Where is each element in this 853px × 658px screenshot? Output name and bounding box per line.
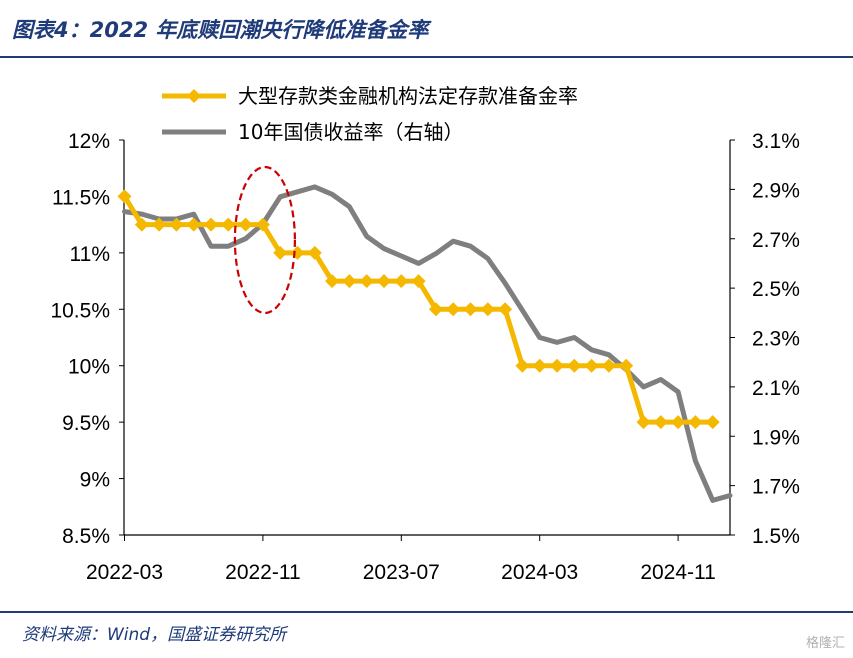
rrr-point [636,415,651,430]
x-tick-label: 2024-03 [501,561,578,584]
highlight-ellipse [233,165,296,315]
right-tick-label: 2.3% [752,328,800,351]
legend-label-yield: 10年国债收益率（右轴） [238,120,463,144]
left-tick-label: 11% [70,243,110,266]
x-tick-label: 2022-03 [86,561,163,584]
rrr-point [377,274,391,289]
rrr-point [550,358,564,373]
chart: 12% 11.5% 11% 10.5% 10% 9.5% 9% 8.5% 3.1% 2.9% 2.7… [50,84,800,584]
rrr-point [619,358,634,373]
rrr-point [186,217,201,232]
rrr-point [169,217,184,232]
rrr-point [134,217,149,232]
legend-label-rrr: 大型存款类金融机构法定存款准备金率 [238,84,578,108]
rrr-point [325,274,340,289]
rrr-point [117,189,132,204]
rrr-point [204,217,218,232]
left-tick-label: 11.5% [52,186,110,209]
x-tick-label: 2023-07 [363,561,440,584]
left-tick-label: 9% [80,469,110,492]
x-tick-label: 2024-11 [640,561,716,584]
rrr-point [307,245,322,260]
rrr-point [601,358,616,373]
rrr-point [498,302,513,317]
rrr-point [567,358,582,373]
right-tick-label: 1.7% [752,476,800,499]
rrr-point [238,217,253,232]
right-tick-label: 1.5% [752,525,800,548]
source-note: 资料来源：Wind，国盛证券研究所 [22,625,287,645]
footer-rule [0,611,853,613]
rrr-point [463,302,478,317]
rrr-point [273,245,288,260]
legend-marker-rrr [187,89,201,103]
series-line-rrr [122,195,713,425]
rrr-point [428,302,443,317]
x-tick-label: 2022-11 [225,561,301,584]
right-tick-label: 1.9% [752,426,800,449]
rrr-point [290,245,305,260]
rrr-point [671,415,686,430]
rrr-point [584,358,599,373]
right-tick-label: 2.1% [752,377,800,400]
rrr-point [411,274,426,289]
rrr-point [342,274,357,289]
rrr-point [255,217,270,232]
header-rule [0,56,853,58]
right-tick-label: 2.9% [752,179,800,202]
right-tick-label: 3.1% [752,130,800,153]
rrr-point [152,217,167,232]
rrr-point [532,358,547,373]
left-tick-label: 10.5% [50,299,110,322]
left-tick-label: 9.5% [62,412,110,435]
rrr-point [705,415,720,430]
rrr-point [221,217,236,232]
chart-title: 图表4：2022 年底赎回潮央行降低准备金率 [12,18,429,42]
rrr-point [515,358,530,373]
right-tick-label: 2.5% [752,278,800,301]
right-tick-label: 2.7% [752,229,800,252]
left-tick-label: 8.5% [62,525,110,548]
left-tick-label: 12% [68,130,110,153]
rrr-point [653,415,668,430]
rrr-point [480,302,495,317]
rrr-point [446,302,461,317]
rrr-point [688,415,703,430]
rrr-point [394,274,409,289]
watermark: 格隆汇 [805,636,845,651]
rrr-point [359,274,374,289]
left-tick-label: 10% [68,356,110,379]
series-line-yield [122,184,733,503]
